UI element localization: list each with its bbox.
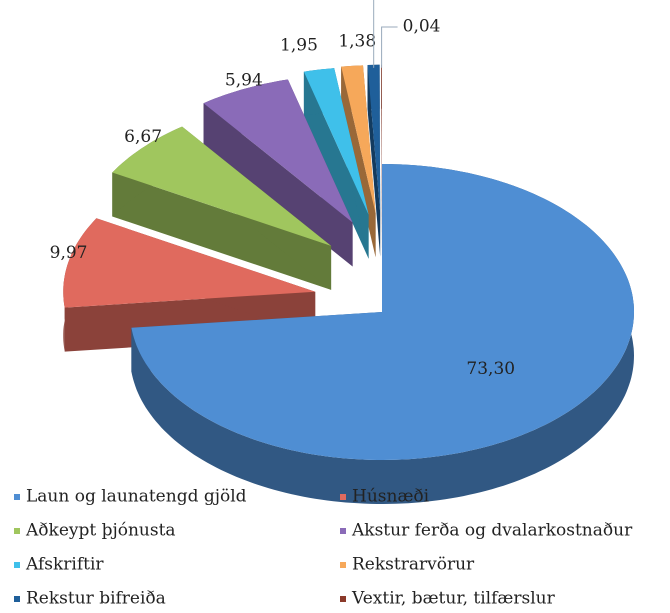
slice <box>63 218 316 308</box>
data-label: 5,94 <box>225 70 263 90</box>
slice <box>303 68 369 215</box>
legend-swatch <box>14 596 20 602</box>
data-label: 1,95 <box>280 36 318 56</box>
slice <box>131 164 634 460</box>
legend-label: Laun og launatengd gjöld <box>26 487 247 507</box>
slice-side <box>112 172 332 290</box>
slice-side <box>381 64 382 257</box>
slice-side <box>367 65 381 257</box>
leader-line <box>373 0 375 68</box>
legend-label: Rekstur bifreiða <box>26 589 166 609</box>
data-label: 6,67 <box>124 127 162 147</box>
slice-side <box>203 103 353 267</box>
legend-label: Húsnæði <box>352 487 430 507</box>
legend-label: Vextir, bætur, tilfærslur <box>351 589 556 609</box>
data-label: 9,97 <box>50 243 88 263</box>
legend-swatch <box>14 494 20 500</box>
data-label: 73,30 <box>466 359 515 379</box>
legend-swatch <box>14 528 20 534</box>
slice <box>341 65 376 214</box>
legend-swatch <box>340 494 346 500</box>
legend-swatch <box>14 562 20 568</box>
slice <box>367 64 381 213</box>
slice <box>112 126 332 246</box>
slice <box>381 64 382 213</box>
legend-swatch <box>340 528 346 534</box>
data-label: 1,38 <box>338 32 376 52</box>
leader-line <box>381 26 398 68</box>
slice <box>203 79 353 223</box>
legend-label: Afskriftir <box>25 555 104 575</box>
slice-side <box>303 71 369 259</box>
data-label: 0,04 <box>403 17 441 37</box>
legend-label: Akstur ferða og dvalarkostnaður <box>351 521 633 541</box>
legend-label: Aðkeypt þjónusta <box>25 521 176 541</box>
legend-swatch <box>340 562 346 568</box>
legend-label: Rekstrarvörur <box>352 555 475 575</box>
legend-swatch <box>340 596 346 602</box>
